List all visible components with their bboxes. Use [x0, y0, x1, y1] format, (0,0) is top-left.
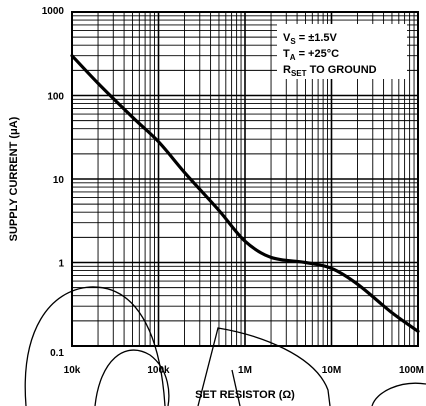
y-tick-label: 10 [53, 175, 65, 186]
legend-background [277, 24, 407, 79]
overlay-wedge-inner [231, 369, 241, 406]
y-tick-label: 1000 [42, 6, 65, 17]
y-tick-label: 1 [58, 259, 64, 270]
y-axis-label: SUPPLY CURRENT (μA) [8, 116, 20, 241]
x-tick-labels: 10k 100k 1M 10M 100M [64, 365, 424, 376]
x-tick-label: 10M [322, 365, 341, 376]
y-tick-labels: 0.1 1 10 100 1000 [42, 6, 65, 359]
overlay-loop-right [371, 382, 426, 406]
x-tick-label: 100k [147, 365, 170, 376]
overlay-loop-inner [94, 349, 170, 406]
legend-line-supply: VS = ±1.5V [283, 32, 338, 46]
x-tick-label: 100M [399, 365, 424, 376]
y-tick-label: 0.1 [50, 348, 64, 359]
legend-line-temp: TA = +25°C [283, 48, 339, 62]
x-tick-label: 10k [64, 365, 81, 376]
x-tick-label: 1M [238, 365, 252, 376]
plot-frame [71, 11, 419, 347]
overlay-wedge [197, 327, 331, 406]
supply-current-curve [70, 54, 420, 333]
y-tick-label: 100 [47, 92, 64, 103]
overlay-loop-left [24, 286, 166, 406]
overlay-strokes [24, 286, 426, 406]
legend: VS = ±1.5V TA = +25°C RSET TO GROUND [277, 24, 407, 79]
x-axis-label: SET RESISTOR (Ω) [195, 389, 295, 401]
legend-line-rset: RSET TO GROUND [283, 64, 377, 78]
grid [71, 12, 418, 347]
